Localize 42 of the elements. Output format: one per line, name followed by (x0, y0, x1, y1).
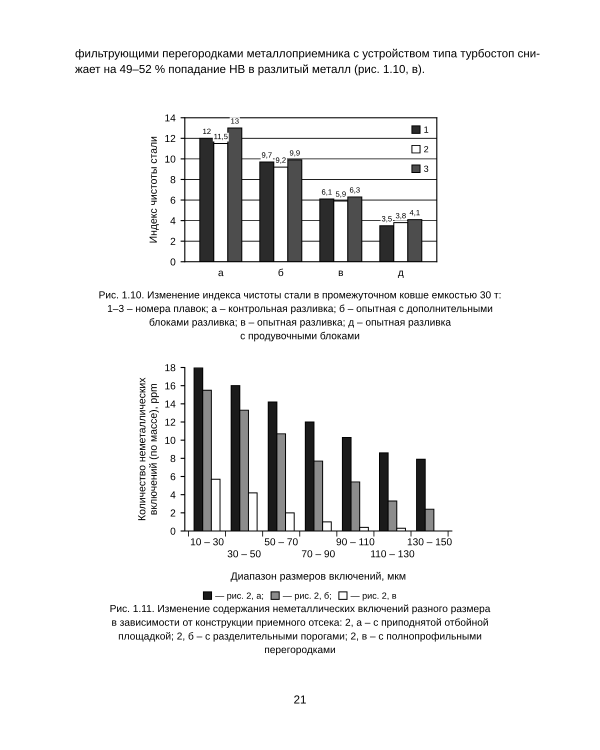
y-tick-label: 8 (170, 454, 176, 462)
x-tick-label: а (218, 270, 224, 276)
y-tick-label: 10 (165, 436, 176, 444)
y-axis-title: Индекс чистоты стали (150, 136, 159, 243)
y-tick-label: 10 (165, 155, 176, 163)
x-tick-label: 90 – 110 (336, 538, 374, 546)
y-tick-label: 8 (170, 176, 176, 184)
x-tick-label: в (338, 270, 344, 276)
x-tick-label: 10 – 30 (190, 538, 224, 546)
x-tick-label: д (398, 270, 404, 278)
y-tick-label: 0 (170, 258, 176, 266)
legend-label: 3 (424, 166, 428, 172)
y-tick-label: 16 (165, 382, 176, 390)
y-tick-label: 12 (165, 418, 176, 426)
y-tick-label: 2 (170, 238, 176, 245)
y-tick-label: 6 (170, 473, 176, 480)
x-tick-label: 50 – 70 (264, 538, 298, 546)
y-tick-label: 18 (165, 364, 176, 372)
y-tick-label: 12 (165, 134, 176, 142)
text: 21 (294, 695, 306, 704)
y-tick-label: 4 (170, 491, 176, 498)
y-tick-label: 6 (170, 196, 176, 204)
y-tick-label: 14 (165, 114, 176, 122)
legend-label: 1 (424, 126, 428, 133)
y-tick-label: 2 (170, 509, 176, 517)
x-tick-label: 30 – 50 (228, 550, 261, 558)
y-axis-title: Количество неметаллических включений (по массе), ppm (138, 378, 159, 520)
text: Рис. 1.10. Изменение индекса чистоты стали в промежуточном ковше емкостью 30 т: 1–3 – номера плавок; а – контрольная разливка; б – опытная с дополнительными блоками разливка; в – опытная разливка; д – опытная разливка с продувочными блоками (99, 291, 501, 342)
text: Рис. 1.11. Изменение содержания неметаллических включений разного размера в зависимости от конструкции приемного отсека: 2, а – с приподнятой отбойной площадкой; 2, б – с разделительными порогами; 2, в – с полнопрофильными перегородками (110, 604, 490, 656)
x-axis-title: Диапазон размеров включений, мкм (230, 572, 406, 582)
legend-label: 2 (424, 146, 428, 152)
x-tick-label: 130 – 150 (408, 538, 452, 546)
legend-label: — рис. 2, а; (215, 592, 264, 601)
x-tick-label: б (278, 268, 284, 276)
text: фильтрующими перегородками металлоприемника с устройством типа турбостоп сни- жает на 49–52 % попадание НВ в разлитый металл (рис. 1.10, в). (75, 48, 540, 76)
y-tick-label: 14 (165, 400, 176, 408)
x-tick-label: 70 – 90 (302, 550, 335, 558)
legend-label: — рис. 2, б; (282, 592, 331, 601)
y-tick-label: 0 (170, 528, 176, 535)
y-tick-label: 4 (170, 217, 176, 224)
legend-label: — рис. 2, в (350, 592, 396, 601)
x-tick-label: 110 – 130 (371, 550, 414, 558)
